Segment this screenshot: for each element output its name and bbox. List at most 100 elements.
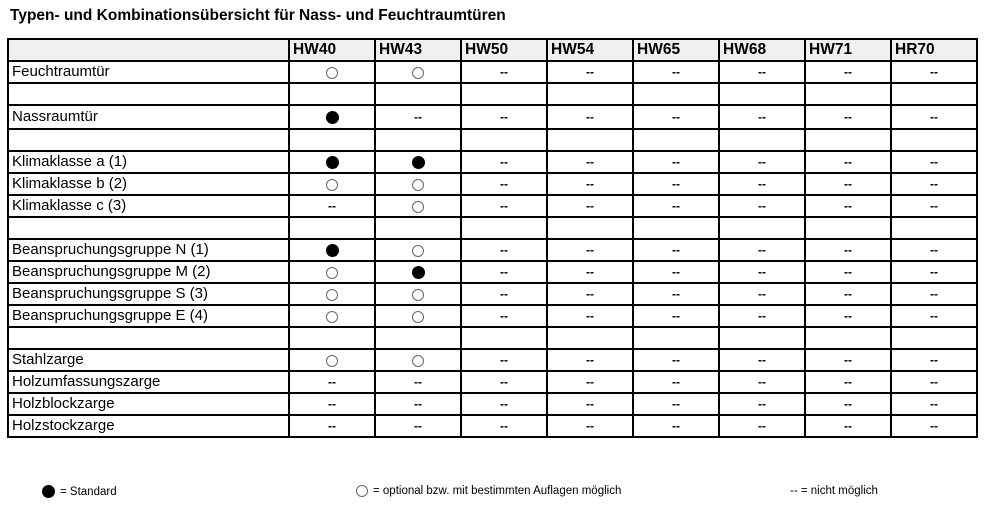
cell: -- — [804, 282, 892, 306]
cell — [804, 326, 892, 350]
cell: -- — [804, 414, 892, 438]
cell: -- — [804, 194, 892, 218]
legend-not-possible: -- = nicht möglich — [790, 485, 878, 497]
row-label: Beanspruchungsgruppe M (2) — [7, 260, 290, 284]
cell: -- — [804, 392, 892, 416]
column-header: HR70 — [890, 38, 978, 62]
table-row — [7, 326, 978, 350]
table-row: Stahlzarge -- -- -- -- -- -- — [7, 348, 978, 372]
cell — [546, 128, 634, 152]
table-row: Beanspruchungsgruppe M (2) -- -- -- -- -- -- — [7, 260, 978, 284]
cell: -- — [718, 348, 806, 372]
cell: -- — [718, 60, 806, 84]
open-circle-icon — [412, 310, 424, 323]
column-header: HW43 — [374, 38, 462, 62]
cell — [288, 326, 376, 350]
cell — [288, 128, 376, 152]
cell: -- — [632, 150, 720, 174]
table-row: Beanspruchungsgruppe N (1) -- -- -- -- -- -- — [7, 238, 978, 262]
cell — [804, 82, 892, 106]
page-title: Typen- und Kombinationsübersicht für Nas… — [10, 7, 506, 24]
cell — [374, 238, 462, 262]
row-label — [7, 326, 290, 350]
cell — [374, 194, 462, 218]
cell — [460, 326, 548, 350]
cell: -- — [546, 172, 634, 196]
cell: -- — [890, 304, 978, 328]
cell: -- — [718, 282, 806, 306]
row-label: Klimaklasse c (3) — [7, 194, 290, 218]
open-circle-icon — [412, 288, 424, 301]
cell — [288, 304, 376, 328]
cell: -- — [460, 348, 548, 372]
overview-table: HW40 HW43 HW50 HW54 HW65 HW68 HW71 HR70 Feuchtr… — [7, 38, 978, 438]
cell — [546, 216, 634, 240]
cell — [460, 82, 548, 106]
cell: -- — [890, 238, 978, 262]
row-label: Stahlzarge — [7, 348, 290, 372]
cell: -- — [890, 282, 978, 306]
table-row: Nassraumtür -- -- -- -- -- -- -- — [7, 104, 978, 130]
cell: -- — [460, 238, 548, 262]
table-row: Holzumfassungszarge -- -- -- -- -- -- -- -- — [7, 370, 978, 394]
cell: -- — [632, 238, 720, 262]
cell: -- — [890, 150, 978, 174]
table-row: Beanspruchungsgruppe S (3) -- -- -- -- -- -- — [7, 282, 978, 306]
cell: -- — [460, 414, 548, 438]
cell: -- — [460, 370, 548, 394]
cell — [288, 348, 376, 372]
cell: -- — [460, 104, 548, 130]
cell — [460, 216, 548, 240]
cell: -- — [718, 194, 806, 218]
table-row — [7, 128, 978, 152]
legend-optional-text: = optional bzw. mit bestimmten Auflagen … — [373, 485, 622, 497]
cell — [890, 216, 978, 240]
header-empty — [7, 38, 290, 62]
cell — [374, 282, 462, 306]
cell: -- — [546, 104, 634, 130]
column-header: HW68 — [718, 38, 806, 62]
cell: -- — [632, 260, 720, 284]
cell: -- — [546, 392, 634, 416]
cell: -- — [460, 172, 548, 196]
cell: -- — [804, 260, 892, 284]
cell — [632, 216, 720, 240]
cell — [374, 216, 462, 240]
cell: -- — [288, 194, 376, 218]
open-circle-icon — [326, 288, 338, 301]
legend-standard-text: = Standard — [60, 485, 117, 498]
table-row: Holzblockzarge -- -- -- -- -- -- -- -- — [7, 392, 978, 416]
open-circle-icon — [412, 354, 424, 367]
cell — [288, 104, 376, 130]
filled-circle-icon — [42, 485, 55, 498]
cell: -- — [718, 304, 806, 328]
cell — [288, 282, 376, 306]
table-row: Holzstockzarge -- -- -- -- -- -- -- -- — [7, 414, 978, 438]
cell: -- — [718, 150, 806, 174]
row-label: Holzumfassungszarge — [7, 370, 290, 394]
cell: -- — [718, 238, 806, 262]
cell: -- — [804, 60, 892, 84]
cell: -- — [546, 60, 634, 84]
row-label: Klimaklasse b (2) — [7, 172, 290, 196]
cell: -- — [632, 172, 720, 196]
cell: -- — [804, 304, 892, 328]
column-header: HW65 — [632, 38, 720, 62]
cell: -- — [546, 260, 634, 284]
cell: -- — [546, 348, 634, 372]
cell: -- — [718, 414, 806, 438]
column-header: HW50 — [460, 38, 548, 62]
row-label: Feuchtraumtür — [7, 60, 290, 84]
cell — [374, 172, 462, 196]
cell: -- — [632, 370, 720, 394]
cell: -- — [718, 260, 806, 284]
cell: -- — [890, 414, 978, 438]
cell — [632, 326, 720, 350]
cell: -- — [718, 392, 806, 416]
cell: -- — [890, 348, 978, 372]
cell — [374, 82, 462, 106]
cell: -- — [718, 104, 806, 130]
cell: -- — [374, 392, 462, 416]
cell: -- — [288, 370, 376, 394]
table-row — [7, 82, 978, 106]
